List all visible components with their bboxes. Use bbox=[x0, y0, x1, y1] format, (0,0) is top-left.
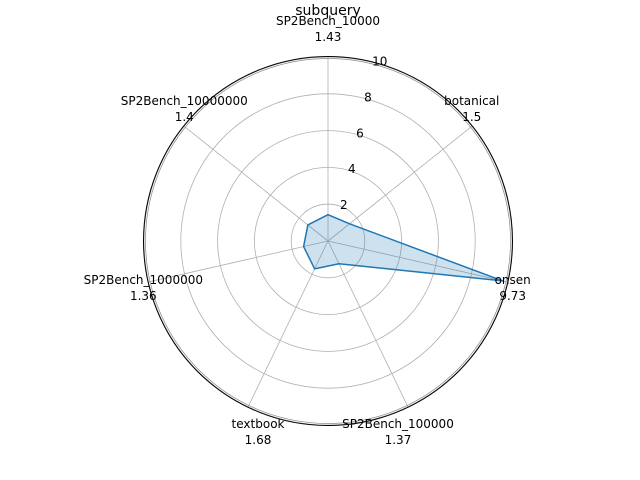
category-value: 1.68 bbox=[245, 433, 272, 447]
radial-tick-8: 8 bbox=[364, 90, 372, 104]
category-label: textbook 1.68 bbox=[232, 417, 285, 447]
category-value: 1.36 bbox=[130, 289, 157, 303]
category-value: 1.4 bbox=[175, 110, 194, 124]
chart-title: subquery bbox=[295, 3, 360, 19]
radial-tick-4: 4 bbox=[348, 162, 356, 176]
spoke-line bbox=[327, 125, 473, 242]
category-label: SP2Bench_10000000 1.4 bbox=[121, 94, 248, 124]
category-value: 1.5 bbox=[462, 110, 481, 124]
category-value: 1.43 bbox=[315, 30, 342, 44]
radial-tick-10: 10 bbox=[372, 54, 387, 68]
spoke-line bbox=[148, 240, 329, 283]
category-name: onsen bbox=[495, 273, 531, 287]
radar-series bbox=[302, 213, 504, 282]
category-name: SP2Bench_10000 bbox=[276, 14, 380, 28]
category-label: SP2Bench_10000 1.43 bbox=[276, 14, 380, 44]
outer-frame bbox=[143, 56, 513, 426]
category-value: 1.37 bbox=[385, 433, 412, 447]
category-value: 9.73 bbox=[499, 289, 526, 303]
series-polygon bbox=[302, 213, 504, 282]
radial-tick-2: 2 bbox=[340, 198, 348, 212]
category-label: onsen 9.73 bbox=[495, 273, 531, 303]
radial-tick-labels: 2 4 6 8 10 bbox=[340, 54, 387, 212]
category-label: botanical 1.5 bbox=[444, 94, 499, 124]
spoke-line bbox=[327, 240, 409, 407]
category-label: SP2Bench_1000000 1.36 bbox=[84, 273, 203, 303]
radial-tick-6: 6 bbox=[356, 126, 364, 140]
spoke-line bbox=[327, 240, 508, 283]
category-name: textbook bbox=[232, 417, 285, 431]
category-name: SP2Bench_100000 bbox=[342, 417, 454, 431]
spoke-line bbox=[183, 125, 329, 242]
category-label: SP2Bench_100000 1.37 bbox=[342, 417, 454, 447]
category-name: SP2Bench_1000000 bbox=[84, 273, 203, 287]
outer-frame-inner bbox=[145, 58, 511, 424]
category-name: botanical bbox=[444, 94, 499, 108]
category-labels: SP2Bench_10000 1.43 botanical 1.5 onsen 9.73 S… bbox=[84, 14, 531, 447]
category-name: SP2Bench_10000000 bbox=[121, 94, 248, 108]
